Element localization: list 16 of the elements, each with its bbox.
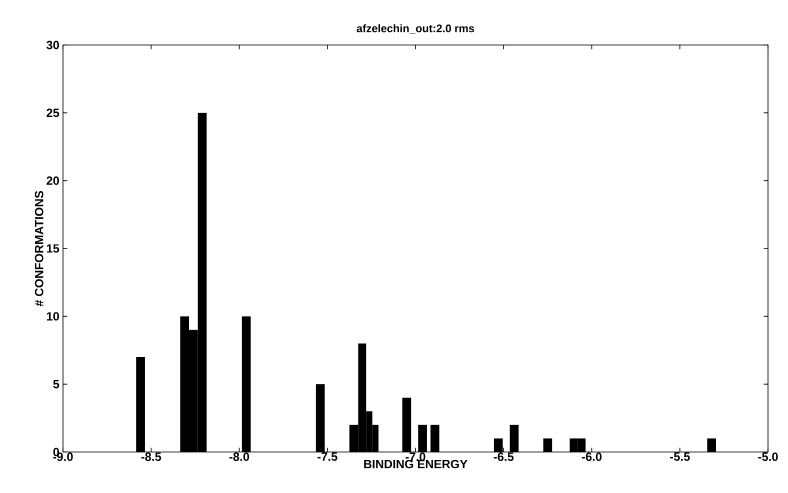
- y-tick-label: 30: [46, 40, 59, 50]
- y-axis-title: # CONFORMATIONS: [34, 190, 44, 306]
- x-tick-label: -5.0: [758, 452, 778, 461]
- chart-title: afzelechin_out:2.0 rms: [356, 24, 474, 34]
- y-tick-label: 20: [46, 176, 59, 185]
- x-axis-title: BINDING ENERGY: [364, 460, 468, 468]
- x-tick-label: -8.0: [229, 452, 250, 461]
- x-tick-label: -7.5: [318, 452, 338, 461]
- x-tick-label: -5.5: [670, 452, 690, 461]
- x-tick-label: -6.5: [494, 452, 514, 461]
- y-tick-label: 5: [53, 380, 60, 388]
- y-tick-label: 10: [46, 312, 59, 321]
- x-tick-label: -6.0: [582, 452, 602, 461]
- y-tick-label: 25: [46, 108, 60, 118]
- x-tick-label: -8.5: [141, 452, 162, 461]
- y-tick-label: 15: [46, 244, 60, 253]
